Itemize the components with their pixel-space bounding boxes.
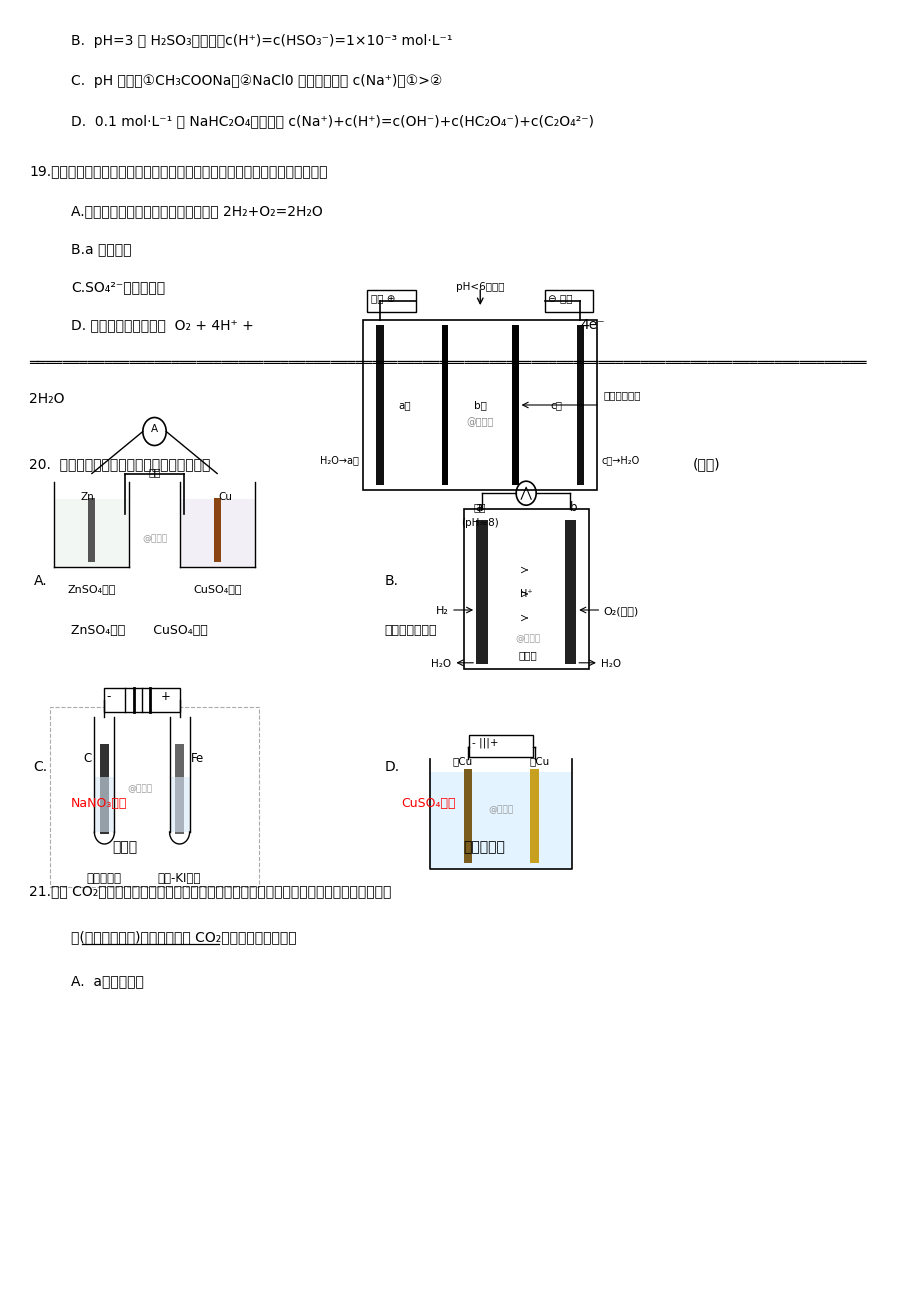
Text: D. 阴极的电极反应式：  O₂ + 4H⁺ +: D. 阴极的电极反应式： O₂ + 4H⁺ +: [71, 318, 254, 332]
Text: 阳离子交换膜: 阳离子交换膜: [603, 391, 641, 400]
Text: a: a: [474, 501, 482, 514]
Text: 淀粉-KI溶液: 淀粉-KI溶液: [158, 872, 201, 885]
Text: 纯Cu: 纯Cu: [528, 756, 549, 767]
Text: -: -: [107, 690, 115, 703]
Text: 饱和食盐水: 饱和食盐水: [86, 872, 121, 885]
Bar: [475, 521, 487, 664]
Text: B.  pH=3 的 H₂SO₃溶液中，c(H⁺)=c(HSO₃⁻)=1×10⁻³ mol·L⁻¹: B. pH=3 的 H₂SO₃溶液中，c(H⁺)=c(HSO₃⁻)=1×10⁻³…: [71, 34, 452, 48]
Text: D.: D.: [384, 760, 399, 773]
Bar: [95, 777, 114, 832]
Text: c室→H₂O: c室→H₂O: [601, 454, 639, 465]
Bar: [54, 499, 130, 566]
Text: c室: c室: [550, 400, 562, 410]
Text: NaNO₃溶液: NaNO₃溶液: [71, 797, 127, 810]
Bar: [463, 769, 471, 862]
Text: O₂(空气): O₂(空气): [603, 605, 639, 616]
Bar: [176, 743, 184, 835]
Bar: [469, 734, 532, 756]
Text: C: C: [84, 753, 92, 766]
Text: H₂O: H₂O: [600, 659, 620, 669]
Bar: [87, 497, 95, 561]
Text: 19.如图是电解质为稀硫酸溶液的氢氧燃料电池原理示意图，下列说法正确的是: 19.如图是电解质为稀硫酸溶液的氢氧燃料电池原理示意图，下列说法正确的是: [29, 164, 327, 178]
Text: H₂O: H₂O: [430, 659, 450, 669]
Text: Fe: Fe: [191, 753, 204, 766]
Text: 盐桥: 盐桥: [148, 467, 161, 478]
Text: D.  0.1 mol·L⁻¹ 的 NaHC₂O₄溶液中： c(Na⁺)+c(H⁺)=c(OH⁻)+c(HC₂O₄⁻)+c(C₂O₄²⁻): D. 0.1 mol·L⁻¹ 的 NaHC₂O₄溶液中： c(Na⁺)+c(H⁺…: [71, 115, 594, 128]
Bar: [179, 499, 255, 566]
Text: @正确云: @正确云: [142, 534, 167, 543]
Text: 20.  下列实验装置，其中按要求设计正确的是: 20. 下列实验装置，其中按要求设计正确的是: [29, 457, 210, 471]
Text: b室: b室: [473, 400, 486, 410]
Text: C.  pH 相同的①CH₃COONa、②NaCl0 的两种溶液的 c(Na⁺)：①>②: C. pH 相同的①CH₃COONa、②NaCl0 的两种溶液的 c(Na⁺)：…: [71, 74, 442, 89]
Text: (　　): ( ): [692, 457, 720, 471]
Text: 电解饱和食盐水: 电解饱和食盐水: [384, 624, 437, 637]
Text: A.  a室产生氢气: A. a室产生氢气: [71, 974, 143, 988]
Bar: [430, 772, 572, 868]
Text: 海水: 海水: [473, 503, 486, 512]
Text: B.a 极是正极: B.a 极是正极: [71, 242, 131, 256]
Text: H₂: H₂: [436, 605, 448, 616]
Bar: [441, 326, 448, 486]
Text: @正确云: @正确云: [488, 805, 513, 814]
Text: 粗Cu: 粗Cu: [452, 756, 472, 767]
Text: 电解精炼锱: 电解精炼锱: [463, 840, 505, 854]
Text: CuSO₄溶液: CuSO₄溶液: [401, 797, 455, 810]
Text: - |||+: - |||+: [471, 737, 501, 749]
Text: A.: A.: [33, 574, 47, 589]
Bar: [50, 707, 258, 887]
Text: +: +: [160, 690, 170, 703]
Text: 电源 ⊕: 电源 ⊕: [370, 293, 395, 303]
Text: 2H₂O: 2H₂O: [29, 392, 64, 406]
Text: B.: B.: [384, 574, 398, 589]
Bar: [376, 326, 383, 486]
Text: H⁺: H⁺: [519, 589, 532, 599]
Text: 置(均为惰性电极)从海水中提取 CO₂。下列叙述正确的是: 置(均为惰性电极)从海水中提取 CO₂。下列叙述正确的是: [71, 930, 296, 944]
Text: ZnSO₄溶液       CuSO₄溶液: ZnSO₄溶液 CuSO₄溶液: [71, 624, 208, 637]
Text: 21.研究 CO₂在海洋中的转移和归宿，是当今海洋科学研究的前沿领域。有人利用如图所示装: 21.研究 CO₂在海洋中的转移和归宿，是当今海洋科学研究的前沿领域。有人利用如…: [29, 884, 391, 898]
Text: 4e⁻: 4e⁻: [580, 318, 605, 332]
Text: Zn: Zn: [80, 491, 94, 501]
Text: A: A: [151, 424, 158, 435]
Bar: [104, 687, 179, 712]
Text: 电解质: 电解质: [518, 650, 537, 660]
Text: H₂O→a室: H₂O→a室: [320, 454, 358, 465]
Bar: [529, 769, 539, 862]
Text: @正确云: @正确云: [127, 784, 152, 793]
Text: Cu: Cu: [219, 491, 233, 501]
Bar: [169, 777, 189, 832]
Bar: [367, 290, 415, 312]
Text: ════════════════════════════════════════════════════════════════════════════════: ════════════════════════════════════════…: [29, 355, 866, 370]
Text: 电镀銀: 电镀銀: [113, 840, 138, 854]
Text: (pH≈8): (pH≈8): [460, 518, 499, 529]
Text: CuSO₄溶液: CuSO₄溶液: [193, 585, 241, 595]
Bar: [544, 290, 593, 312]
Text: a室: a室: [398, 400, 410, 410]
Text: b: b: [570, 501, 577, 514]
Text: ZnSO₄溶液: ZnSO₄溶液: [68, 585, 116, 595]
Text: A.氢氧燃料电池的总反应化学方程式是 2H₂+O₂=2H₂O: A.氢氧燃料电池的总反应化学方程式是 2H₂+O₂=2H₂O: [71, 204, 323, 217]
Bar: [463, 509, 588, 669]
Bar: [511, 326, 518, 486]
Bar: [100, 743, 108, 835]
Text: @正确云: @正确云: [515, 634, 539, 643]
Text: C.SO₄²⁻向正极移动: C.SO₄²⁻向正极移动: [71, 280, 165, 294]
Bar: [576, 326, 584, 486]
Text: C.: C.: [33, 760, 48, 773]
Text: ⊖ 电源: ⊖ 电源: [548, 293, 572, 303]
Bar: [363, 320, 596, 490]
Text: @正确云: @正确云: [466, 417, 494, 427]
Text: pH<6的海水: pH<6的海水: [456, 283, 504, 292]
Bar: [564, 521, 575, 664]
Bar: [213, 497, 221, 561]
